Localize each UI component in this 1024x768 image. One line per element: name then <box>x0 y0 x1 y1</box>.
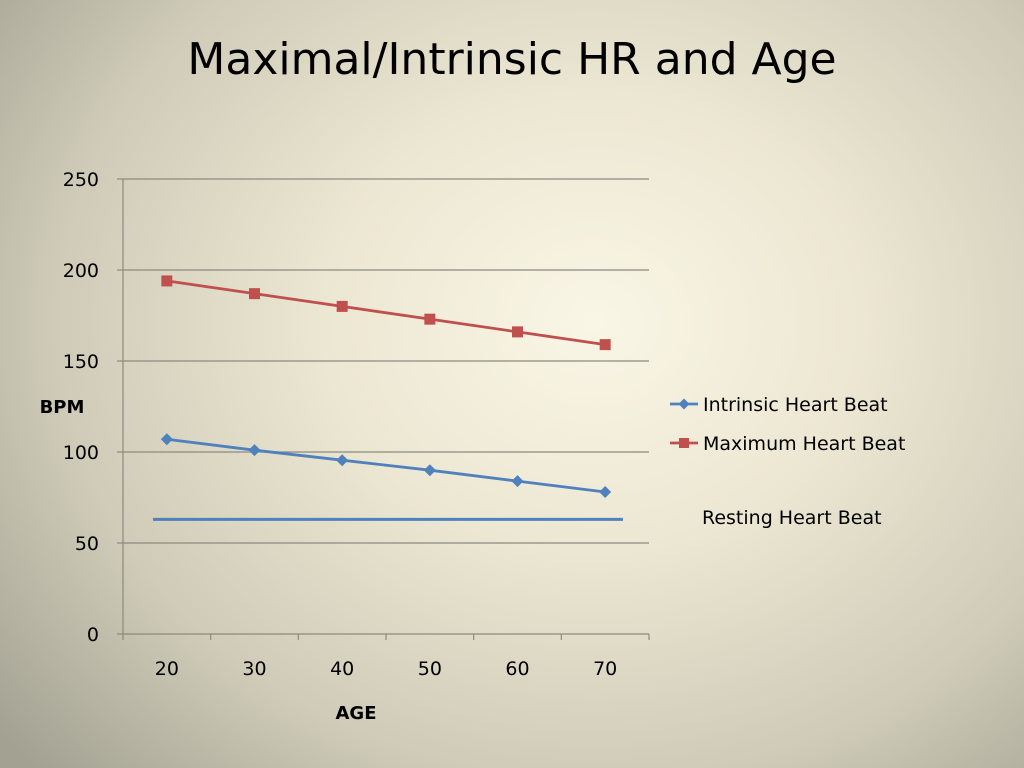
series-0-point-0 <box>160 433 173 446</box>
series-line-0 <box>166 437 606 494</box>
y-tick-label-100: 100 <box>63 442 99 464</box>
legend-label-1: Maximum Heart Beat <box>703 433 905 455</box>
legend-label-resting: Resting Heart Beat <box>702 507 882 529</box>
x-tick-label-70: 70 <box>593 658 617 680</box>
legend: Intrinsic Heart Beat Maximum Heart Beat Re… <box>670 394 905 529</box>
series-layer <box>160 275 612 499</box>
series-line-1 <box>166 279 606 347</box>
x-tick-label-40: 40 <box>330 658 354 680</box>
x-tick-label-30: 30 <box>242 658 266 680</box>
x-tick-label-50: 50 <box>418 658 442 680</box>
legend-label-0: Intrinsic Heart Beat <box>703 394 888 416</box>
legend-marker-0 <box>678 398 690 410</box>
y-tick-label-50: 50 <box>75 533 99 555</box>
series-0-point-2 <box>336 454 349 467</box>
series-1-point-0 <box>161 275 173 287</box>
y-axis-title: BPM <box>40 397 85 418</box>
series-0-point-4 <box>511 475 524 488</box>
slide-title: Maximal/Intrinsic HR and Age <box>187 34 837 85</box>
series-1-point-4 <box>512 326 523 338</box>
legend-marker-1 <box>679 438 689 448</box>
series-0-point-1 <box>248 444 261 457</box>
axes <box>117 178 650 640</box>
series-0-point-3 <box>423 464 436 477</box>
series-0-point-5 <box>599 486 612 499</box>
series-1-point-1 <box>249 288 260 300</box>
series-1-point-5 <box>599 339 611 351</box>
series-1-point-3 <box>424 313 436 325</box>
y-tick-label-0: 0 <box>87 624 99 646</box>
y-tick-label-250: 250 <box>63 169 99 191</box>
series-1-point-2 <box>336 300 348 312</box>
x-axis-title: AGE <box>335 703 376 724</box>
x-tick-label-20: 20 <box>155 658 179 680</box>
y-tick-label-200: 200 <box>63 260 99 282</box>
tick-labels: 0 50 100 150 200 250 20 30 40 50 60 70 <box>63 169 618 680</box>
y-tick-label-150: 150 <box>63 351 99 373</box>
gridlines <box>123 178 649 544</box>
x-tick-label-60: 60 <box>505 658 529 680</box>
